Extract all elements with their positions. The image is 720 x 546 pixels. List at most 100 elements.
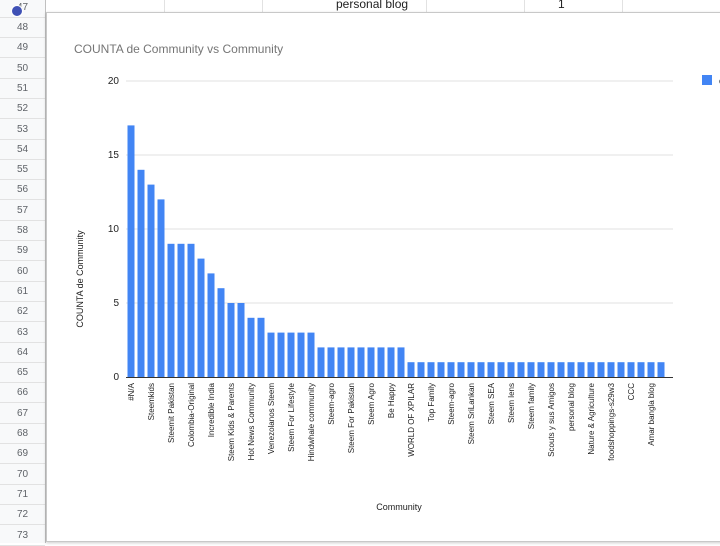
- bar: [237, 303, 245, 377]
- y-tick-label: 5: [113, 298, 119, 309]
- bar: [167, 243, 175, 377]
- row-number[interactable]: 49: [0, 38, 45, 59]
- column-divider: [164, 0, 165, 12]
- row-header-column: 47 48 49 50 51 52 53 54 55 56 57 58 59 60 61 62 63 64 65 66…: [0, 0, 46, 546]
- bar: [357, 347, 365, 377]
- legend-swatch: [702, 75, 712, 85]
- x-tick-label: Steem For Pakistan: [347, 383, 356, 453]
- bar: [597, 362, 605, 377]
- bar: [447, 362, 455, 377]
- bar: [627, 362, 635, 377]
- row-number[interactable]: 55: [0, 160, 45, 181]
- row-number[interactable]: 54: [0, 140, 45, 160]
- bar: [227, 303, 235, 377]
- row-number[interactable]: 70: [0, 465, 45, 485]
- row-number[interactable]: 50: [0, 59, 45, 79]
- bar: [637, 362, 645, 377]
- bar: [377, 347, 385, 377]
- bar: [607, 362, 615, 377]
- bar: [307, 332, 315, 377]
- cell-community-name[interactable]: personal blog: [336, 0, 409, 11]
- bar: [497, 362, 505, 377]
- x-tick-label: WORLD OF XPILAR: [407, 383, 416, 457]
- bar: [517, 362, 525, 377]
- bar: [287, 332, 295, 377]
- row-number[interactable]: 52: [0, 99, 45, 120]
- bar: [147, 184, 155, 377]
- bar: [407, 362, 415, 377]
- bar: [487, 362, 495, 377]
- row-number[interactable]: 63: [0, 323, 45, 343]
- y-axis-ticks: 0 5 10 15 20: [108, 76, 120, 383]
- row-number[interactable]: 68: [0, 424, 45, 444]
- bar: [317, 347, 325, 377]
- spreadsheet-top-row: personal blog 1: [46, 0, 720, 12]
- y-tick-label: 10: [108, 224, 120, 235]
- row-number[interactable]: 53: [0, 120, 45, 140]
- row-number[interactable]: 61: [0, 282, 45, 302]
- bar: [267, 332, 275, 377]
- bar: [247, 317, 255, 377]
- chart-resize-handle[interactable]: [11, 5, 23, 17]
- bar-chart: COUNTA de Community vs Community 0 5 10 15 2…: [74, 42, 720, 512]
- bar: [137, 169, 145, 377]
- row-number[interactable]: 60: [0, 262, 45, 282]
- bar: [527, 362, 535, 377]
- y-tick-label: 20: [108, 76, 120, 87]
- row-number[interactable]: 58: [0, 221, 45, 241]
- bar: [337, 347, 345, 377]
- chart-container[interactable]: COUNTA de Community vs Community 0 5 10 15 2…: [46, 12, 720, 542]
- gridlines: [126, 80, 673, 304]
- bar: [217, 288, 225, 377]
- row-number[interactable]: 51: [0, 79, 45, 99]
- chart-title: COUNTA de Community vs Community: [74, 42, 283, 56]
- bar: [177, 243, 185, 377]
- row-number[interactable]: 59: [0, 241, 45, 262]
- bar: [347, 347, 355, 377]
- bar: [657, 362, 665, 377]
- row-number[interactable]: 67: [0, 404, 45, 424]
- row-number[interactable]: 69: [0, 444, 45, 465]
- row-number[interactable]: 47: [0, 0, 45, 18]
- row-number[interactable]: 66: [0, 383, 45, 404]
- bar: [397, 347, 405, 377]
- x-tick-label: Hot News Community: [247, 383, 256, 460]
- x-tick-label: Steem-agro: [327, 382, 336, 424]
- bar: [437, 362, 445, 377]
- row-number[interactable]: 56: [0, 180, 45, 201]
- row-number[interactable]: 65: [0, 363, 45, 384]
- column-divider: [622, 0, 623, 12]
- bar: [557, 362, 565, 377]
- bar: [647, 362, 655, 377]
- x-tick-label: Steem SriLankan: [467, 383, 476, 444]
- column-divider: [524, 0, 525, 12]
- x-tick-label: Hindwhale community: [307, 383, 316, 461]
- row-number[interactable]: 57: [0, 201, 45, 221]
- y-tick-label: 15: [108, 150, 120, 161]
- x-tick-label: foodshoppings-s29w3: [607, 382, 616, 460]
- x-tick-label: Steem family: [527, 383, 536, 429]
- bar: [207, 273, 215, 377]
- x-tick-label: Venezolanos Steem: [267, 383, 276, 454]
- x-tick-label: personal blog: [567, 383, 576, 431]
- bar: [187, 243, 195, 377]
- y-tick-label: 0: [113, 372, 119, 383]
- x-tick-label: Amar bangla blog: [647, 383, 656, 446]
- row-number[interactable]: 72: [0, 505, 45, 526]
- x-tick-label: Steemit Pakistan: [167, 383, 176, 443]
- x-tick-label: CCC: [627, 383, 636, 401]
- row-number[interactable]: 62: [0, 302, 45, 323]
- x-tick-label: Steem SEA: [487, 382, 496, 424]
- cell-count-value[interactable]: 1: [558, 0, 565, 11]
- y-axis-label: COUNTA de Community: [75, 230, 85, 328]
- bar: [367, 347, 375, 377]
- bar: [587, 362, 595, 377]
- row-number[interactable]: 48: [0, 18, 45, 38]
- bar: [577, 362, 585, 377]
- row-number[interactable]: 71: [0, 485, 45, 505]
- bar: [467, 362, 475, 377]
- bar: [297, 332, 305, 377]
- bar: [567, 362, 575, 377]
- x-tick-label: Steem-agro: [447, 382, 456, 424]
- row-number[interactable]: 64: [0, 343, 45, 363]
